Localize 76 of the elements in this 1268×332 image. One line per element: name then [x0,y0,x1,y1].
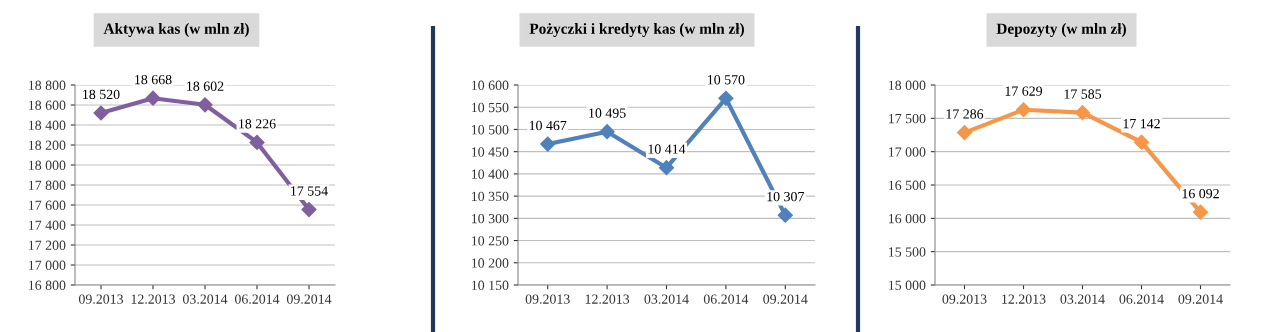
y-tick-label: 10 500 [472,125,509,135]
x-tick-label: 03.2014 [644,294,689,304]
y-tick-label: 18 000 [29,160,66,170]
data-label: 17 286 [946,109,984,119]
x-tick-label: 12.2013 [1002,294,1046,304]
data-label: 10 570 [708,75,745,85]
x-tick-label: 09.2013 [78,294,124,304]
point [1074,105,1091,121]
point [301,202,317,218]
data-label: 18 602 [187,81,224,91]
y-tick-label: 18 000 [889,80,926,90]
chart-title: Pożyczki i kredyty kas (w mln zł) [529,23,744,37]
y-tick-label: 16 000 [889,213,926,224]
y-tick-label: 17 200 [29,240,66,250]
y-tick-label: 18 800 [29,80,66,90]
point [93,105,109,121]
point [599,124,615,140]
y-tick-label: 17 400 [29,220,66,230]
data-label: 17 554 [291,186,328,196]
data-label: 10 467 [529,120,567,131]
x-tick-label: 03.2014 [182,294,228,304]
data-label: 17 629 [1005,86,1043,96]
y-tick-label: 17 500 [889,113,926,124]
data-label: 10 495 [589,108,626,118]
y-tick-label: 15 500 [889,247,926,257]
point [718,90,734,106]
y-tick-label: 10 200 [472,258,509,268]
y-tick-label: 17 000 [29,260,66,270]
x-tick-label: 06.2014 [234,294,280,304]
data-label: 10 307 [767,191,804,202]
y-tick-label: 10 600 [472,80,509,90]
point [540,136,556,152]
data-label: 17 142 [1123,118,1160,129]
point [197,97,213,113]
x-tick-label: 12.2013 [131,294,176,304]
x-tick-label: 09.2014 [763,294,808,304]
data-label: 18 668 [135,74,172,85]
y-tick-label: 10 400 [472,169,509,179]
y-tick-label: 18 400 [29,120,66,130]
y-tick-label: 17 800 [29,180,66,190]
point [249,134,265,150]
chart-title: Aktywa kas (w mln zł) [103,23,249,37]
data-label: 18 226 [239,119,276,129]
point [1015,102,1032,118]
point [658,160,675,176]
chart-title: Depozyty (w mln zł) [996,23,1126,37]
y-tick-label: 16 500 [889,180,926,190]
y-tick-label: 16 800 [29,280,66,290]
x-tick-label: 09.2013 [942,294,987,304]
x-tick-label: 03.2014 [1060,294,1105,304]
point [145,90,161,106]
point [956,125,973,141]
x-tick-label: 09.2013 [525,294,570,304]
point [1133,134,1150,150]
data-label: 17 585 [1064,89,1102,99]
x-tick-label: 09.2014 [286,294,332,304]
y-tick-label: 17 000 [889,147,926,157]
data-label: 18 520 [83,89,120,100]
y-tick-label: 10 450 [472,147,509,157]
x-tick-label: 09.2014 [1178,294,1223,304]
data-label: 10 414 [648,144,686,154]
data-label: 16 092 [1182,188,1219,199]
y-tick-label: 10 550 [472,102,509,113]
x-tick-label: 06.2014 [703,294,749,304]
y-tick-label: 10 150 [472,280,509,290]
y-tick-label: 10 350 [472,191,509,202]
y-tick-label: 15 000 [889,280,926,290]
x-tick-label: 06.2014 [1119,294,1164,304]
point [1192,204,1209,220]
point [777,207,793,223]
y-tick-label: 18 200 [29,140,66,150]
y-tick-label: 10 300 [472,213,509,224]
x-tick-label: 12.2013 [585,294,630,304]
y-tick-label: 18 600 [29,100,66,110]
y-tick-label: 10 250 [472,236,509,246]
y-tick-label: 17 600 [29,200,66,210]
